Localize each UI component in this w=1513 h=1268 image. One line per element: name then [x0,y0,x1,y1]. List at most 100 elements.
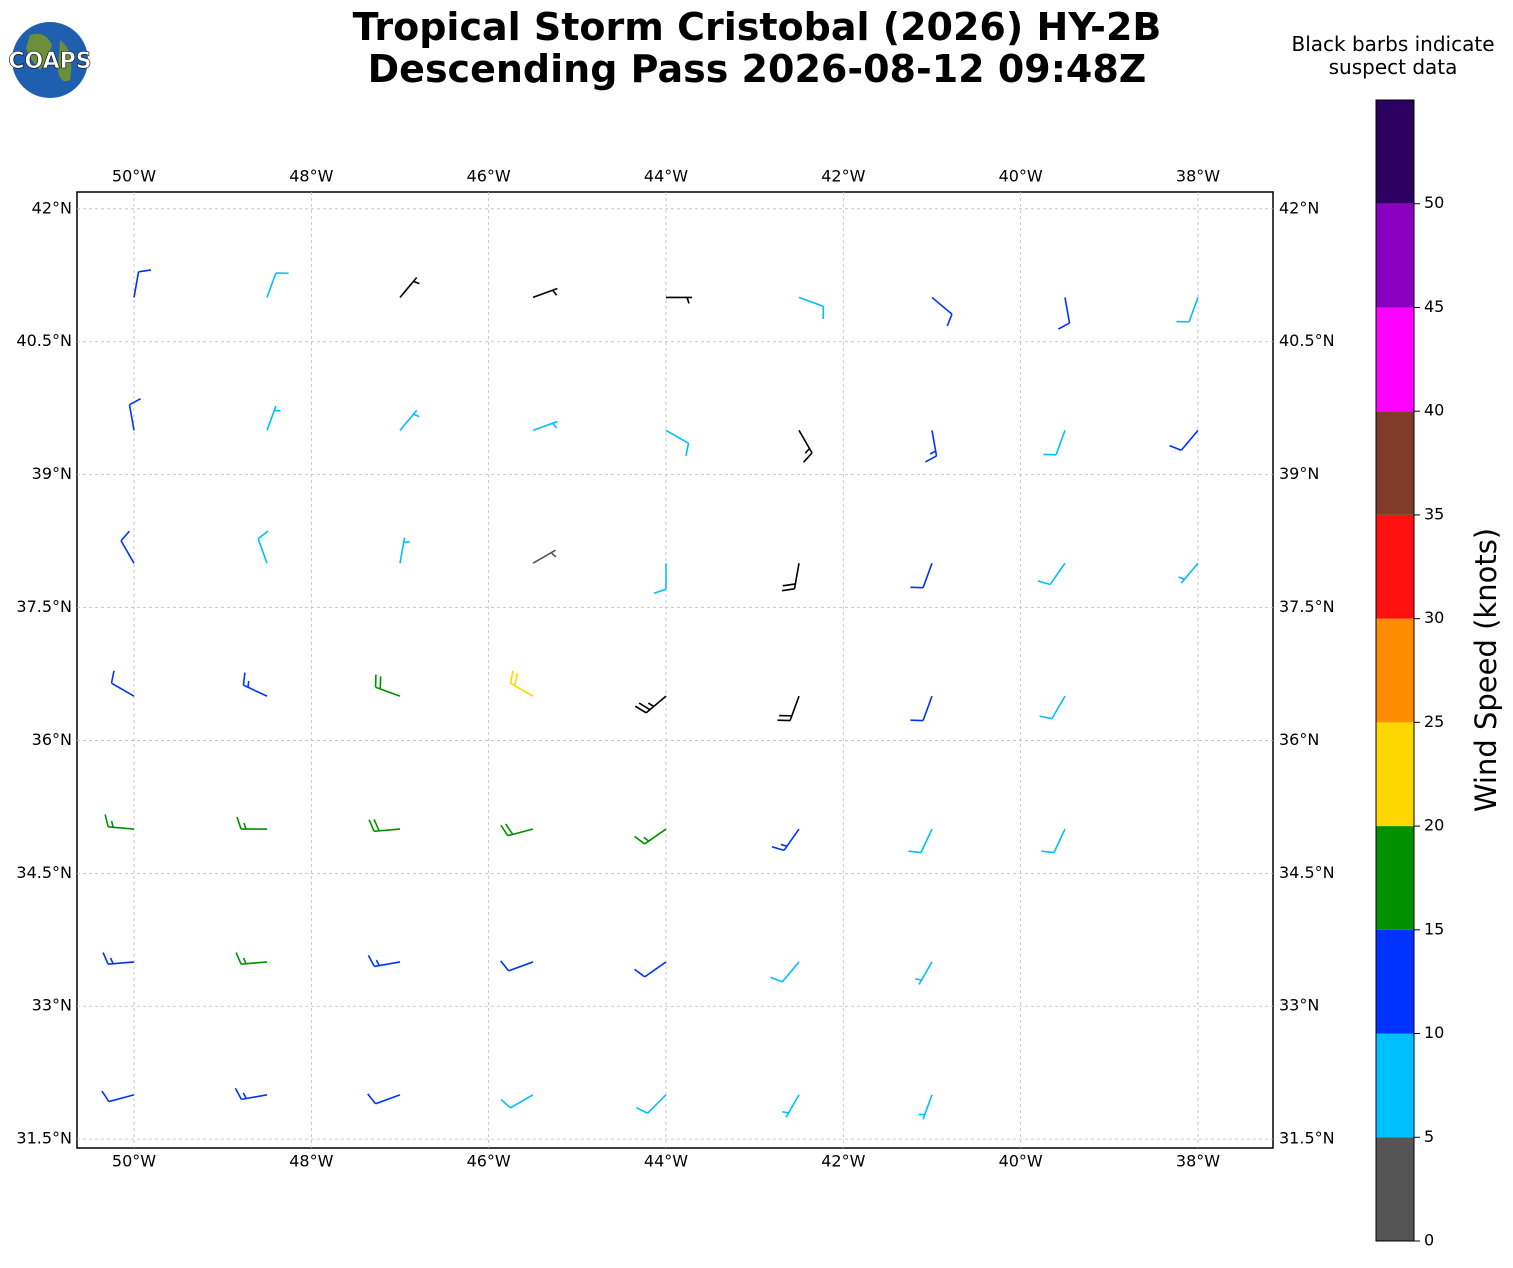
wind-barb [102,952,135,966]
wind-barb [918,1094,933,1120]
wind-barb [133,269,152,298]
wind-barb [798,429,813,463]
title-line: Tropical Storm Cristobal (2026) HY-2B [353,5,1162,49]
wind-barb [634,695,667,714]
wind-barb [1169,429,1199,451]
wind-barb [771,828,800,852]
x-tick-label: 42°W [821,1152,865,1171]
colorbar-label: Wind Speed (knots) [1469,528,1503,812]
wind-barb [532,287,558,299]
wind-barb [128,398,142,431]
wind-barb [399,537,411,564]
colorbar-tick-label: 40 [1424,401,1444,420]
colorbar-segment [1376,514,1414,619]
y-tick-label: 42°N [1279,198,1319,217]
x-tick-label: 46°W [467,1152,511,1171]
map-frame [76,191,1274,1149]
wind-barb [500,960,534,972]
title-line: Descending Pass 2026-08-12 09:48Z [368,47,1147,91]
wind-barb [257,530,269,564]
colorbar-segment [1376,100,1414,204]
colorbar-segment [1376,618,1414,723]
wind-barb [915,961,933,985]
wind-barb [101,1090,135,1103]
wind-barb [1041,828,1066,854]
colorbar-segment [1376,1137,1414,1241]
wind-barb [931,296,953,327]
wind-barb [104,814,135,830]
y-tick-label: 33°N [1279,996,1319,1015]
colorbar-frame [1375,99,1415,1242]
x-tick-label: 40°W [999,167,1043,186]
colorbar-segment [1376,929,1414,1034]
x-tick-label: 40°W [999,1152,1043,1171]
wind-barb [399,409,420,431]
wind-barb [925,430,938,463]
colorbar-tick-label: 45 [1424,297,1444,316]
wind-barb [368,818,401,833]
colorbar-tick-label: 35 [1424,504,1444,523]
y-tick-label: 42°N [32,198,72,217]
wind-barb [266,405,281,431]
wind-barb [798,296,825,319]
wind-barb [770,961,800,983]
wind-barb [110,670,135,697]
wind-barb [532,420,558,432]
colorbar-tick-label: 20 [1424,816,1444,835]
wind-barb [234,1087,268,1101]
y-tick-label: 31.5°N [1279,1129,1335,1148]
wind-barb [782,1094,800,1118]
colorbar-tick-label: 10 [1424,1023,1444,1042]
y-tick-label: 34.5°N [16,863,72,882]
y-tick-label: 36°N [1279,730,1319,749]
logo-land [26,33,72,82]
logo-text: COAPS [8,49,91,74]
wind-barb [910,695,933,722]
wind-barb [399,277,420,298]
wind-barb [120,530,135,564]
x-tick-label: 44°W [644,1152,688,1171]
wind-barb [665,429,690,456]
wind-barb [1176,297,1199,323]
wind-barb [500,823,534,837]
y-tick-label: 40.5°N [1279,331,1335,350]
colorbar-segment [1376,722,1414,827]
colorbar-tick-label: 25 [1424,712,1444,731]
x-tick-label: 46°W [467,167,511,186]
colorbar-tick-label: 5 [1424,1127,1434,1146]
colorbar-segment [1376,826,1414,930]
x-tick-label: 50°W [112,167,156,186]
note-line: Black barbs indicate [1292,32,1495,56]
wind-barb [910,562,933,589]
x-tick-label: 48°W [289,167,333,186]
y-tick-label: 37.5°N [16,597,72,616]
x-tick-label: 42°W [821,167,865,186]
y-tick-label: 34.5°N [1279,863,1335,882]
colorbar-tick-label: 30 [1424,608,1444,627]
wind-barb [777,695,800,722]
wind-barb [367,954,401,968]
logo: COAPS [8,22,92,98]
x-tick-label: 38°W [1176,1152,1220,1171]
x-tick-label: 38°W [1176,167,1220,186]
wind-barb [1178,562,1199,584]
y-tick-label: 33°N [32,996,72,1015]
y-tick-label: 31.5°N [16,1129,72,1148]
y-tick-label: 39°N [1279,464,1319,483]
x-tick-label: 44°W [644,167,688,186]
wind-barb [532,549,557,564]
y-tick-label: 40.5°N [16,331,72,350]
wind-barb [266,272,289,298]
colorbar-segment [1376,203,1414,308]
wind-barb [1039,695,1066,720]
wind-barb [235,952,268,966]
note-line: suspect data [1329,55,1458,79]
wind-barb [236,816,268,830]
x-tick-label: 48°W [289,1152,333,1171]
colorbar-segment [1376,411,1414,515]
wind-barb [781,563,800,592]
colorbar-tick-label: 50 [1424,193,1444,212]
wind-barb [1057,297,1071,330]
wind-barb [367,1093,401,1105]
